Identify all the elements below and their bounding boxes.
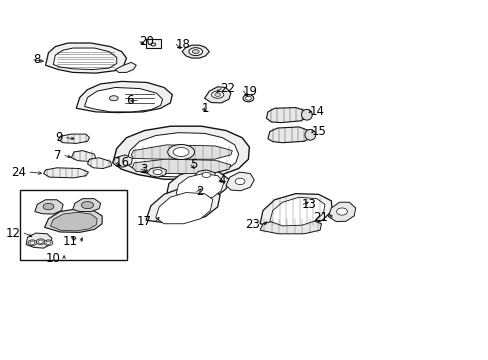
Ellipse shape xyxy=(188,48,202,55)
Polygon shape xyxy=(204,87,230,103)
Ellipse shape xyxy=(192,50,199,54)
Polygon shape xyxy=(267,127,311,143)
Text: 20: 20 xyxy=(139,35,153,49)
Polygon shape xyxy=(73,199,101,212)
Text: 21: 21 xyxy=(313,211,328,224)
Text: 6: 6 xyxy=(125,94,133,107)
Polygon shape xyxy=(50,212,97,231)
Polygon shape xyxy=(266,108,307,123)
Text: 12: 12 xyxy=(5,226,20,239)
Polygon shape xyxy=(156,193,212,224)
Polygon shape xyxy=(44,209,102,232)
Polygon shape xyxy=(26,233,52,248)
Polygon shape xyxy=(58,134,89,143)
Text: 1: 1 xyxy=(202,102,209,115)
Ellipse shape xyxy=(46,241,51,244)
Text: 9: 9 xyxy=(55,131,62,144)
Polygon shape xyxy=(260,194,331,228)
Text: 13: 13 xyxy=(302,198,316,211)
Polygon shape xyxy=(71,150,96,161)
Polygon shape xyxy=(182,45,209,58)
Ellipse shape xyxy=(153,170,162,175)
Ellipse shape xyxy=(173,148,188,157)
Polygon shape xyxy=(115,62,136,72)
Ellipse shape xyxy=(167,144,194,159)
Text: 4: 4 xyxy=(218,174,225,186)
Polygon shape xyxy=(194,170,215,180)
Ellipse shape xyxy=(151,43,156,46)
Ellipse shape xyxy=(44,240,53,246)
Polygon shape xyxy=(328,202,355,222)
Polygon shape xyxy=(131,145,232,159)
Polygon shape xyxy=(53,48,117,69)
Text: 22: 22 xyxy=(220,82,235,95)
Polygon shape xyxy=(166,170,228,202)
Polygon shape xyxy=(147,167,166,177)
Ellipse shape xyxy=(301,109,312,120)
Polygon shape xyxy=(76,81,172,113)
Ellipse shape xyxy=(305,130,315,140)
Polygon shape xyxy=(260,219,321,234)
Text: 11: 11 xyxy=(62,235,77,248)
Ellipse shape xyxy=(245,96,251,100)
Text: 3: 3 xyxy=(140,163,147,176)
Ellipse shape xyxy=(30,241,35,244)
Polygon shape xyxy=(35,200,63,214)
Ellipse shape xyxy=(72,237,76,239)
Ellipse shape xyxy=(28,240,37,246)
Text: 24: 24 xyxy=(11,166,26,179)
Polygon shape xyxy=(126,133,238,177)
Text: 5: 5 xyxy=(189,158,197,171)
Text: 15: 15 xyxy=(311,125,326,138)
Text: 18: 18 xyxy=(175,38,190,51)
Text: 10: 10 xyxy=(45,252,60,265)
Polygon shape xyxy=(269,197,325,226)
Ellipse shape xyxy=(38,240,43,243)
Ellipse shape xyxy=(211,91,224,98)
Text: 7: 7 xyxy=(54,149,61,162)
Text: 19: 19 xyxy=(242,85,257,98)
Text: 2: 2 xyxy=(195,185,203,198)
Polygon shape xyxy=(84,87,162,112)
Polygon shape xyxy=(146,187,220,222)
Text: 23: 23 xyxy=(244,218,260,231)
Ellipse shape xyxy=(109,96,118,101)
Ellipse shape xyxy=(43,203,54,210)
Ellipse shape xyxy=(336,208,346,215)
Ellipse shape xyxy=(202,172,210,177)
Text: 16: 16 xyxy=(114,156,129,169)
Ellipse shape xyxy=(81,202,93,209)
Polygon shape xyxy=(225,172,254,191)
Bar xyxy=(20,190,127,260)
Polygon shape xyxy=(132,159,230,174)
Text: 14: 14 xyxy=(309,105,324,118)
Ellipse shape xyxy=(36,239,45,244)
Ellipse shape xyxy=(235,178,244,185)
Polygon shape xyxy=(176,174,224,200)
Ellipse shape xyxy=(214,93,220,96)
Polygon shape xyxy=(45,43,126,73)
Polygon shape xyxy=(87,158,112,168)
Text: 17: 17 xyxy=(137,215,152,228)
Text: 8: 8 xyxy=(33,53,40,66)
Ellipse shape xyxy=(243,95,253,102)
Polygon shape xyxy=(113,155,132,167)
Bar xyxy=(146,39,160,48)
Polygon shape xyxy=(113,126,249,179)
Polygon shape xyxy=(43,168,88,178)
